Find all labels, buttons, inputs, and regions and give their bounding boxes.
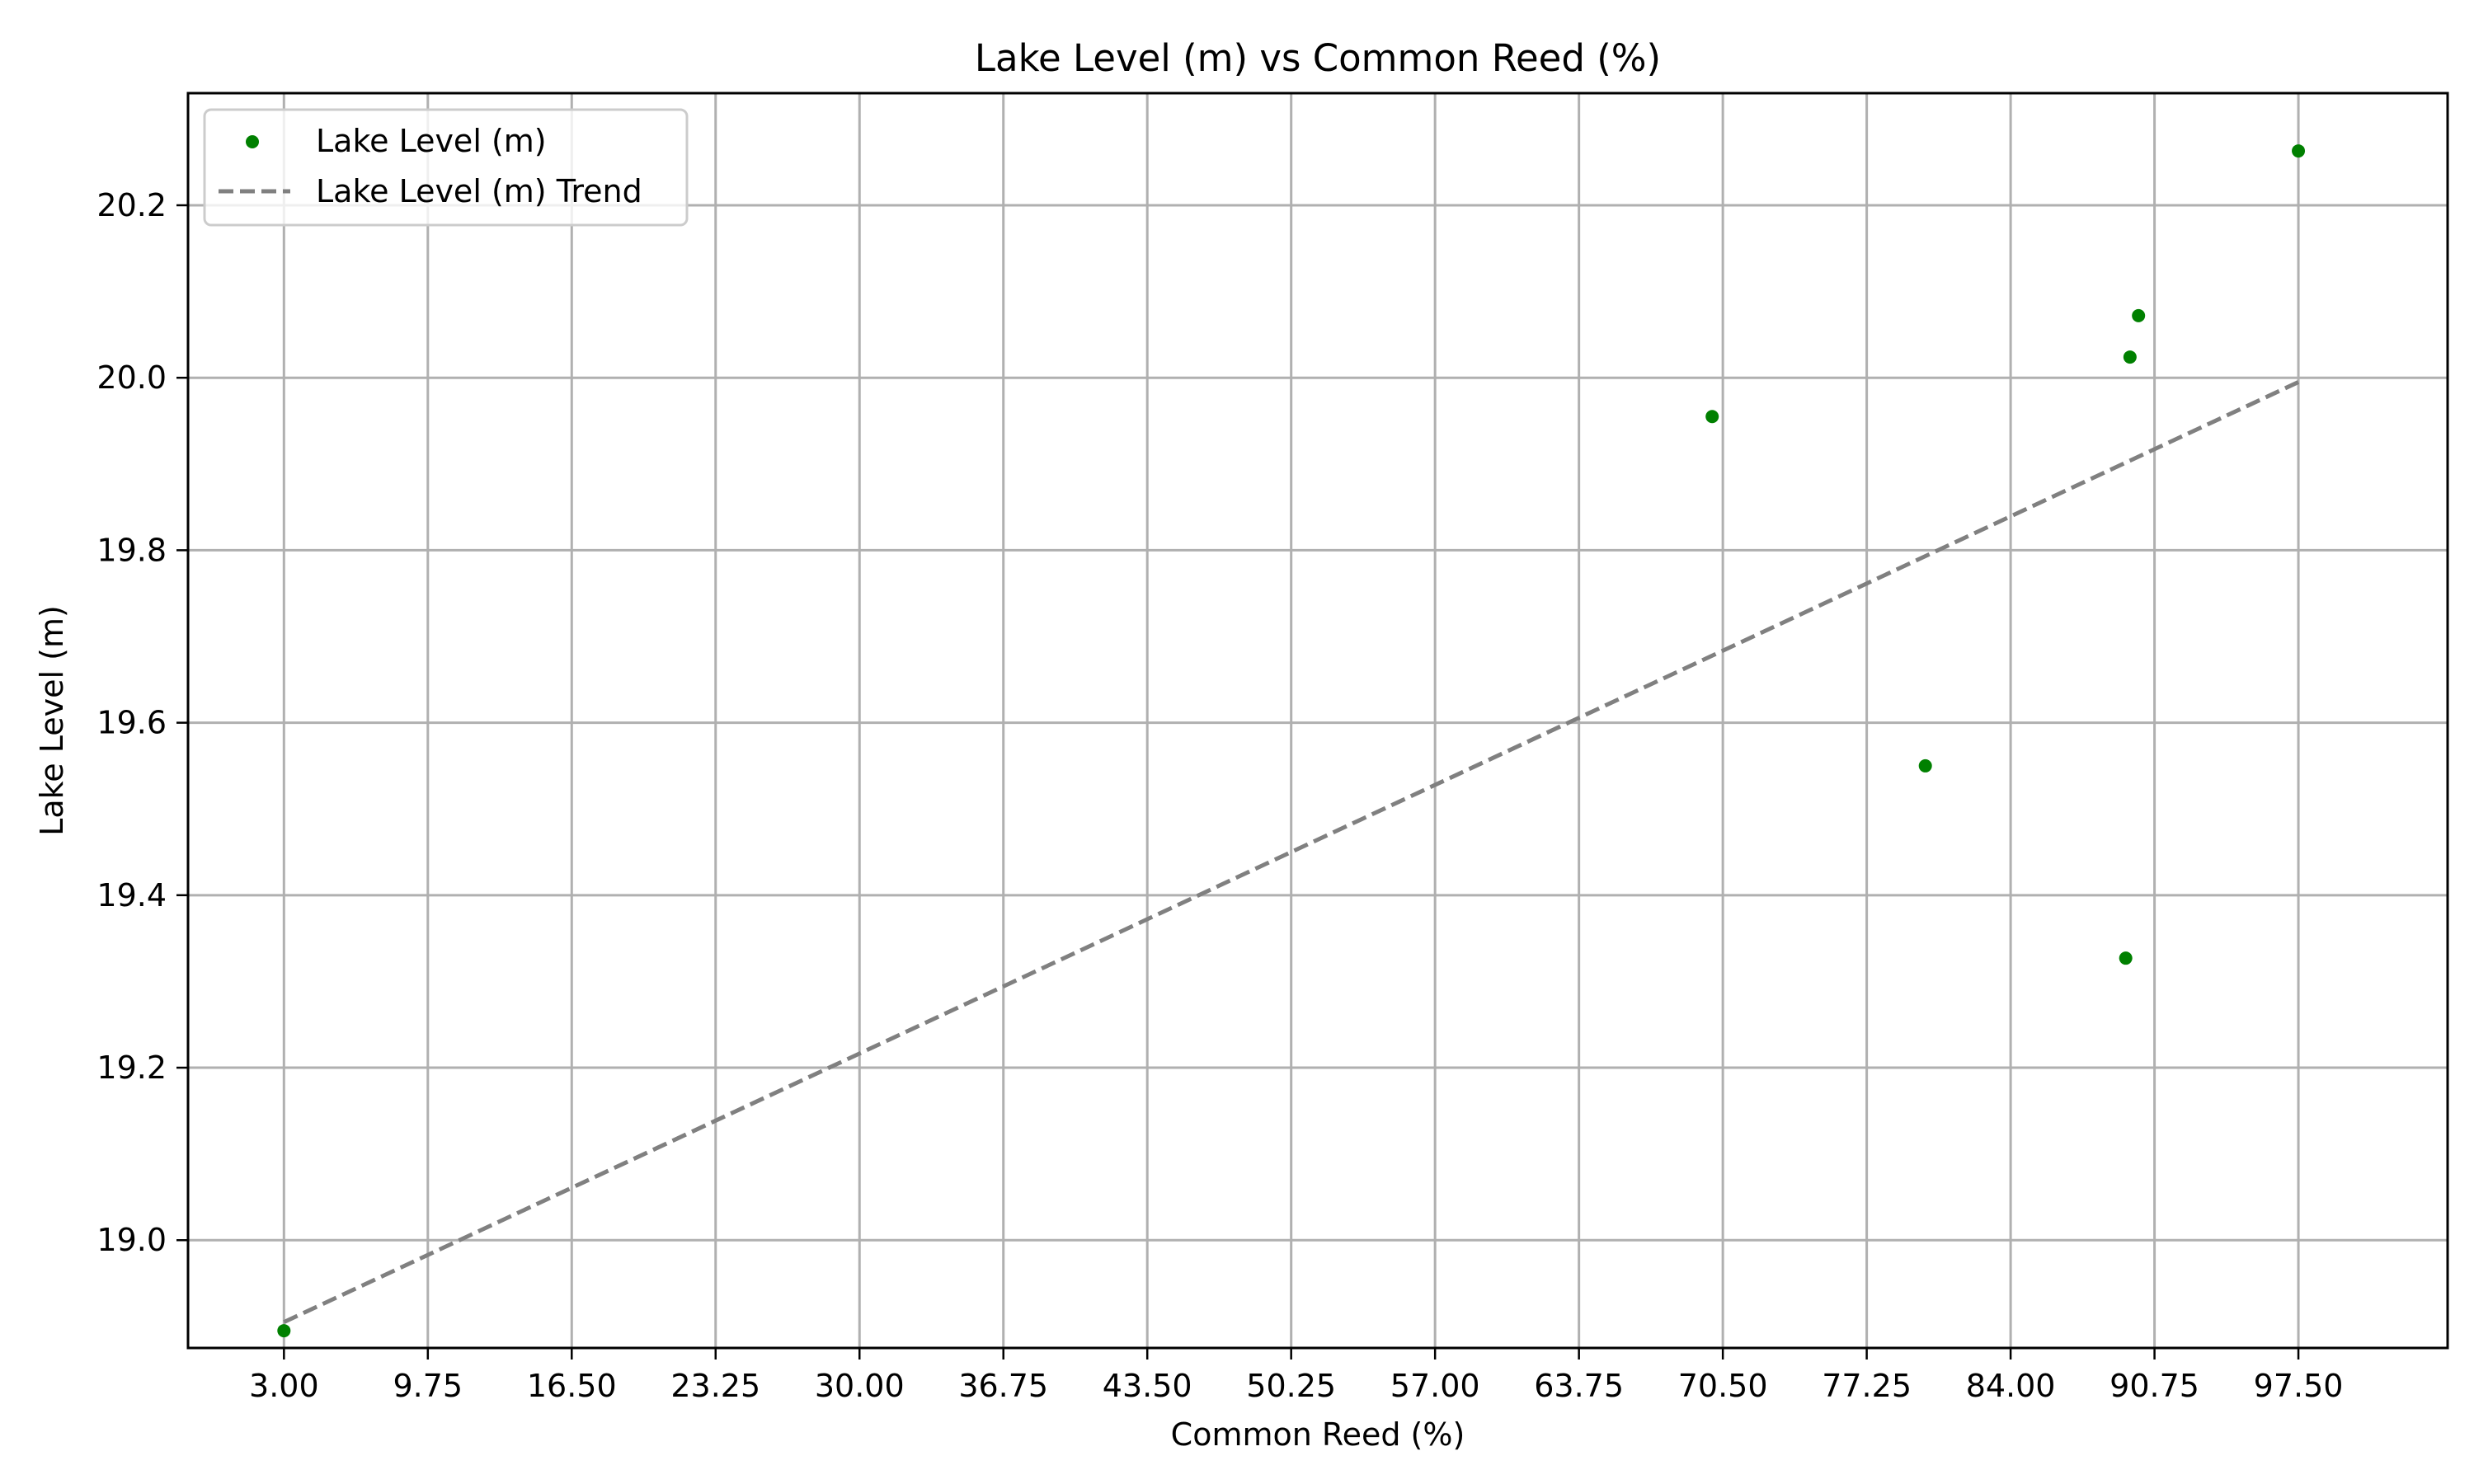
grid-lines	[188, 93, 2448, 1348]
x-tick-label: 77.25	[1822, 1368, 1912, 1404]
data-point	[2292, 144, 2306, 158]
y-tick-label: 19.8	[96, 532, 167, 568]
legend: Lake Level (m) Lake Level (m) Trend	[203, 108, 689, 227]
x-axis-ticks: 3.00 9.75 16.50 23.25 30.00 36.75 43.50 50.25 57…	[249, 1348, 2343, 1404]
y-tick-label: 19.0	[96, 1222, 167, 1258]
x-tick-label: 50.25	[1246, 1368, 1336, 1404]
legend-label-trend: Lake Level (m) Trend	[316, 173, 642, 209]
x-tick-label: 84.00	[1966, 1368, 2056, 1404]
y-axis-label: Lake Level (m)	[34, 605, 70, 836]
data-point	[2132, 308, 2146, 322]
data-point	[1918, 758, 1932, 773]
chart-title: Lake Level (m) vs Common Reed (%)	[975, 36, 1661, 80]
x-tick-label: 3.00	[249, 1368, 319, 1404]
y-tick-label: 20.2	[96, 187, 167, 223]
x-tick-label: 70.50	[1678, 1368, 1768, 1404]
x-tick-label: 90.75	[2109, 1368, 2199, 1404]
x-tick-label: 9.75	[393, 1368, 463, 1404]
x-tick-label: 97.50	[2254, 1368, 2344, 1404]
y-tick-label: 20.0	[96, 359, 167, 396]
x-tick-label: 23.25	[670, 1368, 760, 1404]
x-tick-label: 63.75	[1534, 1368, 1624, 1404]
x-tick-label: 57.00	[1390, 1368, 1480, 1404]
data-point	[277, 1324, 291, 1338]
plot-frame	[186, 92, 2449, 1350]
legend-label-points: Lake Level (m)	[316, 123, 547, 159]
x-axis-label: Common Reed (%)	[1171, 1416, 1465, 1453]
legend-marker-points	[246, 135, 259, 148]
y-tick-label: 19.4	[96, 877, 167, 913]
legend-box	[203, 108, 689, 227]
data-point	[2123, 350, 2137, 364]
trend-line	[283, 380, 2300, 1324]
trend-line-group	[283, 380, 2300, 1324]
y-axis-ticks: 19.0 19.2 19.4 19.6 19.8 20.0 20.2	[96, 187, 188, 1258]
data-point	[1705, 410, 1719, 424]
scatter-points	[277, 144, 2306, 1338]
x-tick-label: 36.75	[958, 1368, 1048, 1404]
x-tick-label: 30.00	[815, 1368, 905, 1404]
x-tick-label: 16.50	[527, 1368, 617, 1404]
y-tick-label: 19.2	[96, 1050, 167, 1086]
y-tick-label: 19.6	[96, 705, 167, 741]
x-tick-label: 43.50	[1103, 1368, 1192, 1404]
data-point	[2119, 951, 2133, 965]
